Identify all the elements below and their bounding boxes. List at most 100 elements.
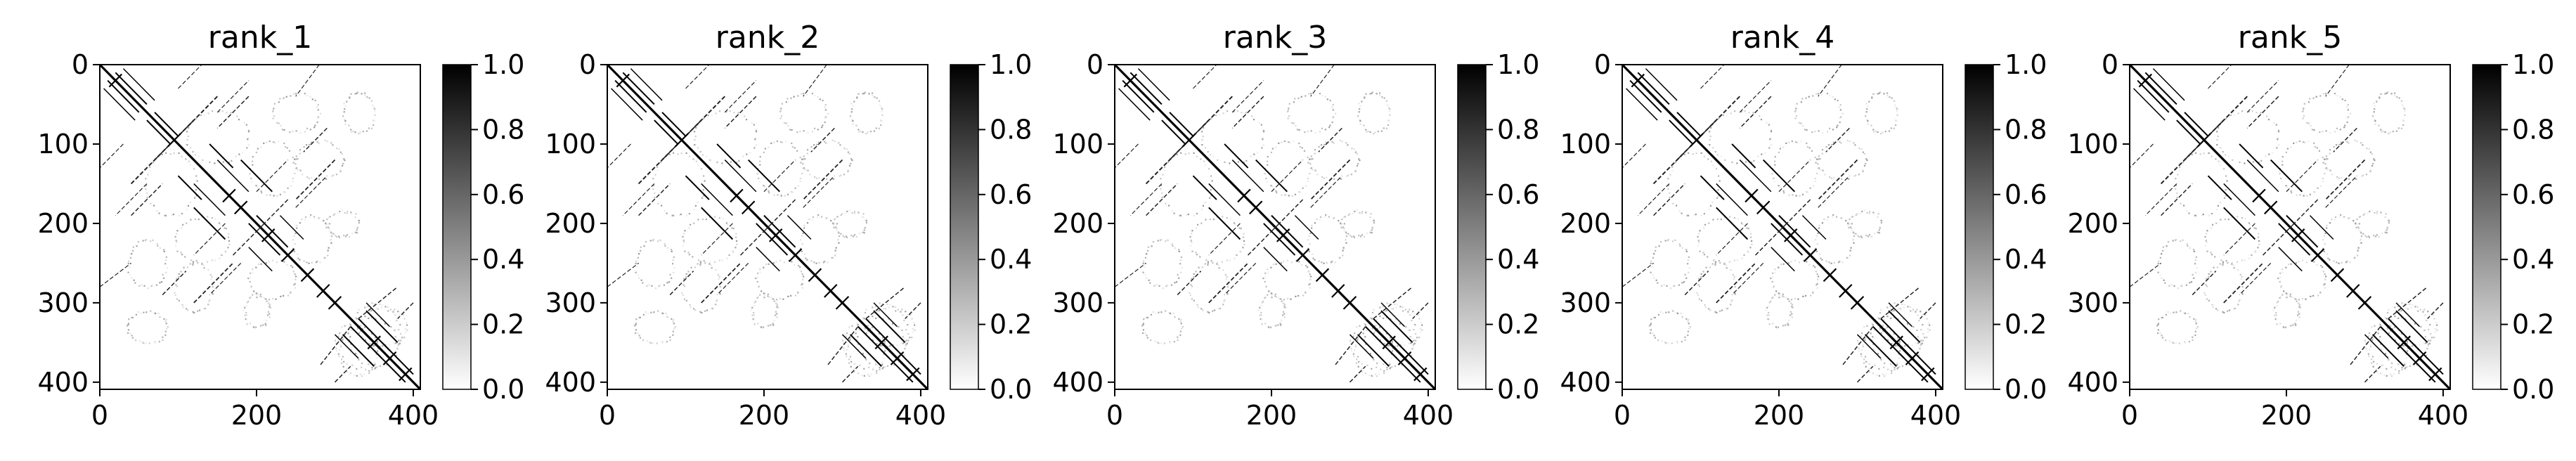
heatmap-cell xyxy=(2322,156,2324,159)
heatmap-cell xyxy=(750,309,752,311)
heatmap-cell xyxy=(1358,111,1360,113)
heatmap-cell xyxy=(721,259,723,261)
heatmap-cell xyxy=(1240,251,1242,254)
heatmap-cell xyxy=(694,266,697,268)
heatmap-cell xyxy=(2385,213,2387,215)
heatmap-cell xyxy=(356,368,358,370)
contact-strand xyxy=(103,88,136,121)
heatmap-cell xyxy=(188,126,190,129)
heatmap-cell xyxy=(1146,335,1148,337)
heatmap-cell xyxy=(703,195,705,197)
y-tick-label: 200 xyxy=(545,208,596,239)
heatmap-cell xyxy=(642,313,645,316)
contact-strand xyxy=(1271,199,1304,232)
contact-strand xyxy=(209,262,242,296)
heatmap-cell xyxy=(2319,292,2322,294)
heatmap-cell xyxy=(334,339,337,342)
heatmap-cell xyxy=(209,161,211,163)
heatmap-cell xyxy=(2390,375,2393,377)
heatmap-cell xyxy=(295,158,297,160)
heatmap-cell xyxy=(2267,119,2270,121)
heatmap-cell xyxy=(1896,119,1898,122)
heatmap-cell xyxy=(1877,231,1879,233)
heatmap-cell xyxy=(1847,223,1849,226)
heatmap-cell xyxy=(375,366,377,368)
heatmap-cell xyxy=(865,358,867,361)
heatmap-cell xyxy=(850,337,852,339)
heatmap-cell xyxy=(176,233,178,235)
heatmap-cell xyxy=(131,316,134,319)
heatmap-cell xyxy=(789,129,791,131)
heatmap-cell xyxy=(2380,349,2382,351)
heatmap-cell xyxy=(1687,214,1690,216)
heatmap-cell xyxy=(195,175,198,177)
heatmap-cell xyxy=(770,324,772,326)
heatmap-cell xyxy=(265,262,267,264)
heatmap-cell xyxy=(1339,177,1341,180)
heatmap-cell xyxy=(231,160,233,162)
heatmap-cell xyxy=(866,221,868,223)
heatmap-cell xyxy=(1881,221,1883,223)
heatmap-cell xyxy=(875,317,877,320)
contact-cross xyxy=(261,228,276,242)
heatmap-cell xyxy=(863,232,865,234)
heatmap-cell xyxy=(1341,223,1343,225)
heatmap-cell xyxy=(725,222,728,224)
heatmap-cell xyxy=(1153,340,1156,342)
heatmap-cell xyxy=(635,329,637,331)
heatmap-cell xyxy=(751,306,753,309)
heatmap-cell xyxy=(1412,345,1414,347)
heatmap-cell xyxy=(2362,144,2364,146)
heatmap-cell xyxy=(196,180,198,182)
heatmap-cell xyxy=(2329,131,2331,134)
heatmap-cell xyxy=(1673,285,1675,287)
heatmap-cell xyxy=(129,274,131,276)
heatmap-cell xyxy=(1359,123,1361,125)
heatmap-cell xyxy=(2237,304,2239,306)
heatmap-cell xyxy=(201,263,203,265)
heatmap-cell xyxy=(665,313,667,315)
heatmap-cell xyxy=(1359,325,1361,327)
heatmap-cell xyxy=(138,285,141,287)
heatmap-cell xyxy=(1674,284,1676,286)
heatmap-cell xyxy=(160,281,163,283)
heatmap-cell xyxy=(1389,368,1391,370)
heatmap-cell xyxy=(273,195,275,197)
heatmap-cell xyxy=(1716,154,1719,156)
heatmap-cell xyxy=(1271,294,1273,296)
heatmap-cell xyxy=(804,169,806,171)
heatmap-cell xyxy=(1325,214,1327,216)
heatmap-cell xyxy=(2298,261,2300,263)
heatmap-cell xyxy=(2293,142,2295,144)
heatmap-cell xyxy=(2401,302,2403,304)
heatmap-cell xyxy=(1310,167,1313,169)
heatmap-cell xyxy=(1860,235,1863,238)
heatmap-cell xyxy=(1791,140,1793,143)
heatmap-cell xyxy=(1650,318,1652,320)
heatmap-cell xyxy=(2239,299,2241,301)
contact-strand xyxy=(630,68,663,101)
heatmap-cell xyxy=(2400,100,2403,102)
heatmap-cell xyxy=(1143,260,1145,262)
heatmap-cell xyxy=(2386,327,2388,330)
contact-strand xyxy=(1231,160,1264,193)
heatmap-cell xyxy=(1251,115,1253,117)
heatmap-cell xyxy=(2396,96,2398,98)
heatmap-cell xyxy=(2379,324,2381,326)
heatmap-cell xyxy=(1878,92,1880,95)
heatmap-cell xyxy=(245,124,247,126)
heatmap-cell xyxy=(336,350,338,352)
heatmap-cell xyxy=(1918,337,1920,339)
heatmap-cell xyxy=(292,156,294,159)
heatmap-cell xyxy=(868,366,870,368)
heatmap-cell xyxy=(1202,204,1205,207)
x-tick-label: 200 xyxy=(231,400,283,431)
heatmap-cell xyxy=(399,342,401,344)
heatmap-cell xyxy=(227,247,229,249)
heatmap-cell xyxy=(2406,350,2409,352)
heatmap-cell xyxy=(833,226,835,229)
heatmap-cell xyxy=(867,325,869,327)
heatmap-cell xyxy=(1770,277,1772,280)
contact-cross xyxy=(1397,351,1412,365)
heatmap-cell xyxy=(775,311,777,313)
